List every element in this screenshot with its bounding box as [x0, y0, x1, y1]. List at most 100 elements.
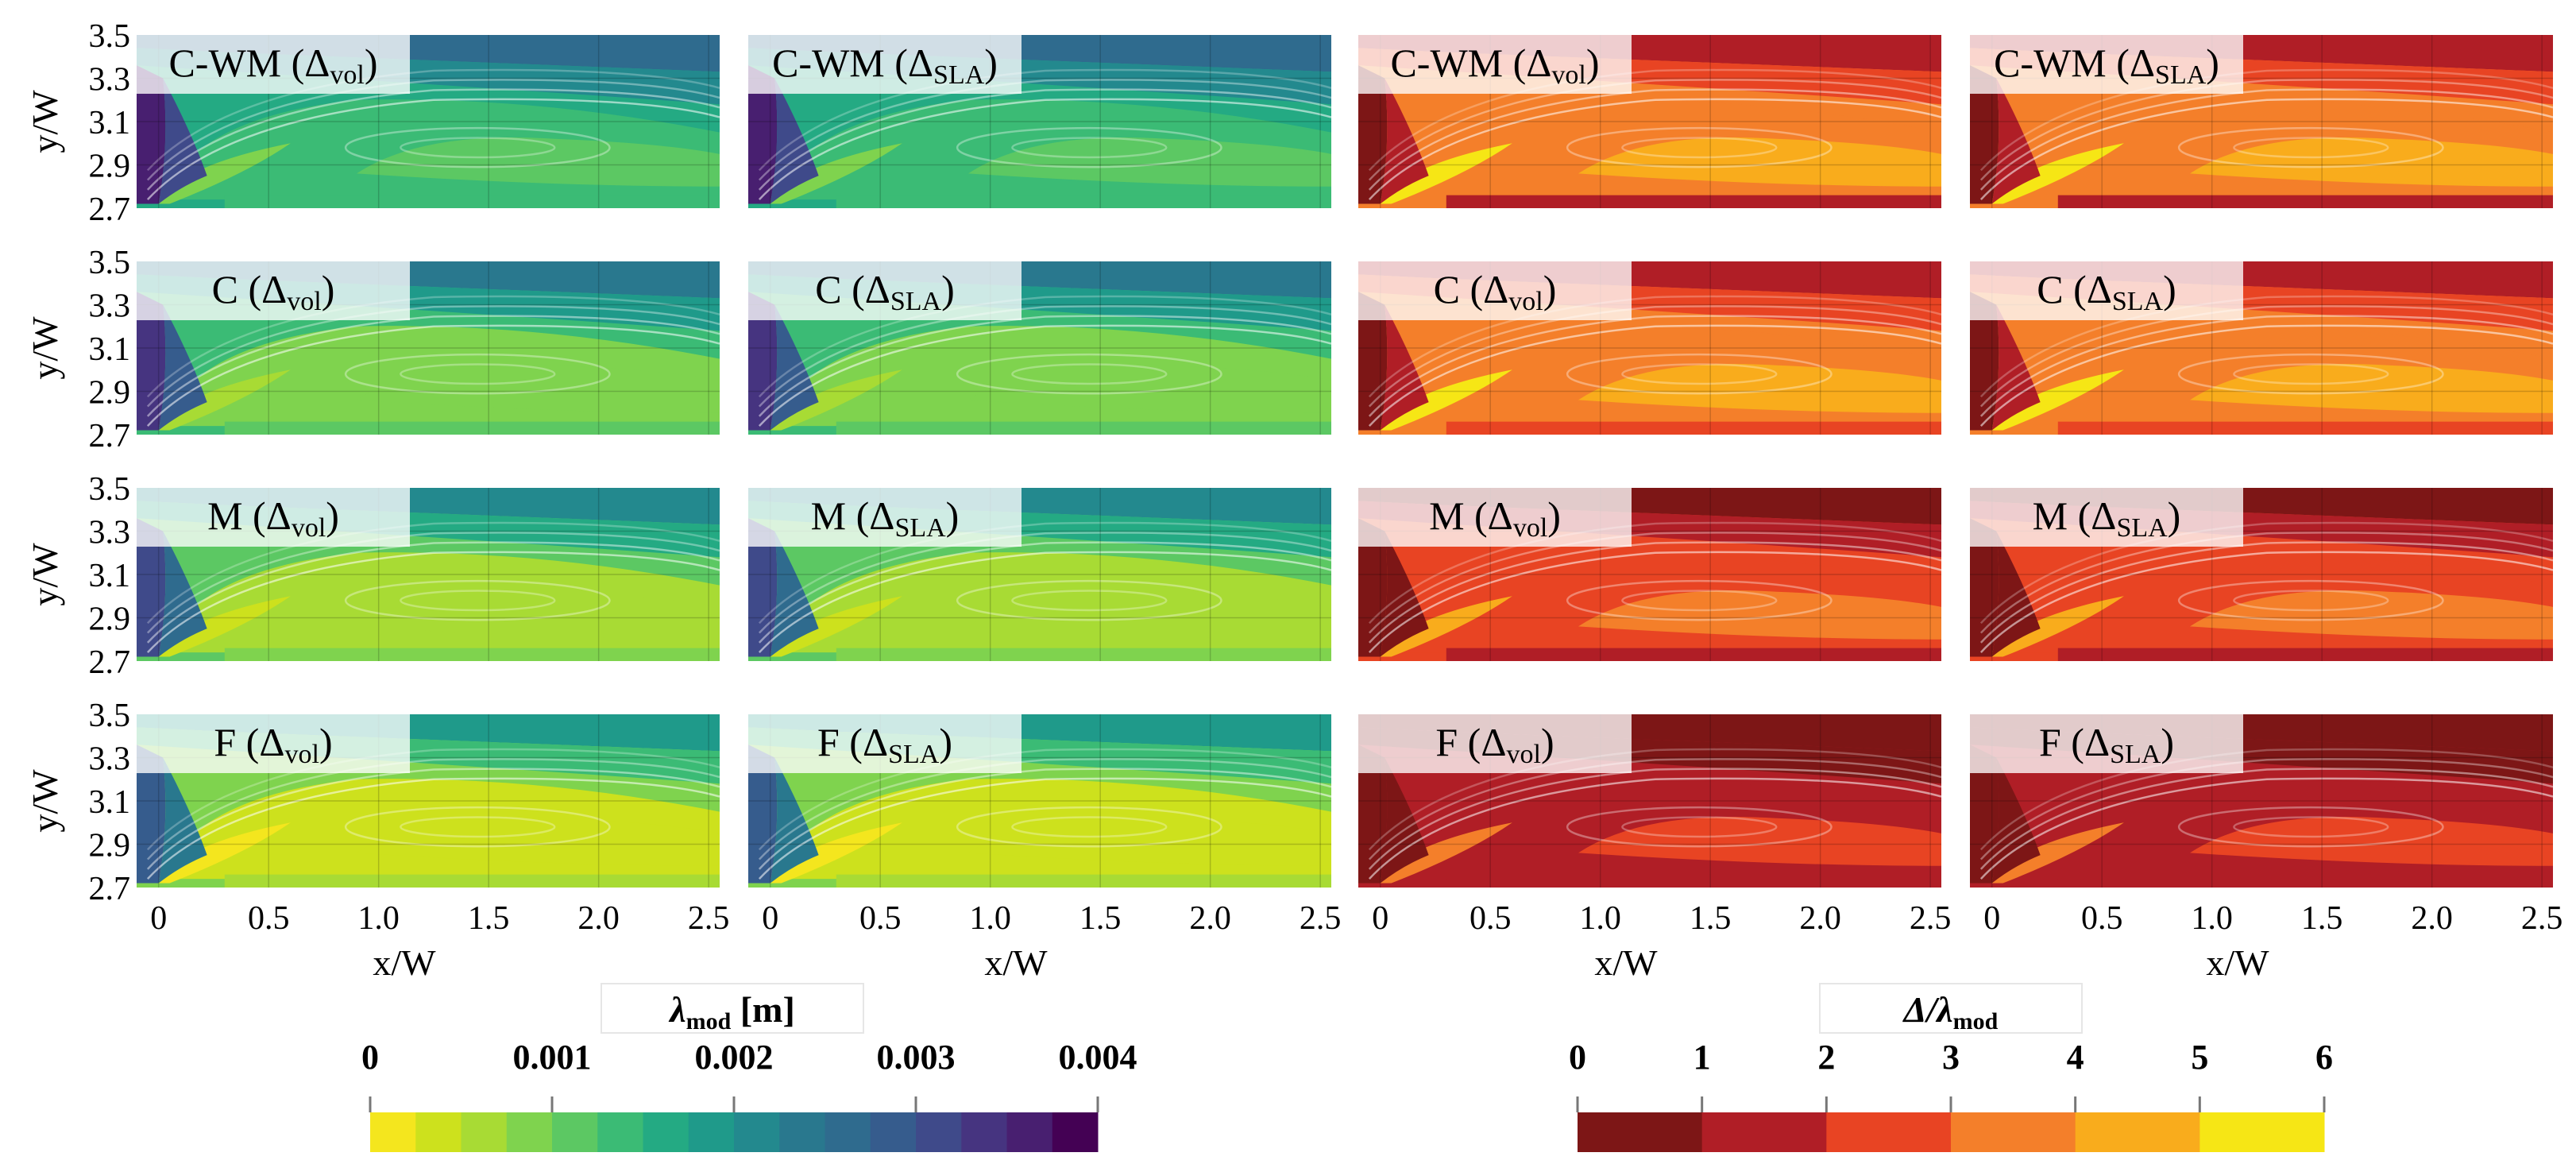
streamline	[1979, 98, 2553, 200]
inlet-region	[1358, 518, 1388, 657]
streamline	[1368, 315, 1941, 417]
streamlines	[758, 521, 1331, 653]
panel-label-box	[1970, 261, 2243, 320]
recirculation-core	[2189, 816, 2553, 866]
streamline	[1368, 79, 1941, 181]
inlet-transition	[1991, 757, 2041, 884]
contour-field	[137, 261, 720, 435]
streamline	[1368, 305, 1941, 408]
colorbar-tick-label: 4	[2067, 1038, 2084, 1077]
x-tick-label: 0.5	[2081, 900, 2123, 937]
streamlines	[1368, 748, 1941, 880]
inlet-region	[137, 292, 166, 431]
panel-label-box	[1358, 261, 1632, 320]
x-tick-label: 2.0	[577, 900, 620, 937]
colorbar-segment	[2075, 1112, 2200, 1152]
shear-layer	[766, 143, 902, 204]
heatmap-panel: M (ΔSLA)	[1970, 488, 2553, 661]
y-tick-label: 3.1	[89, 331, 131, 368]
inlet-transition	[770, 78, 819, 204]
y-tick-label: 3.5	[89, 698, 131, 734]
grid	[137, 35, 720, 208]
streamline	[1368, 68, 1941, 172]
heatmap-panel: M (Δvol)	[137, 488, 720, 661]
panel-label: M (ΔSLA)	[2033, 493, 2181, 543]
wall-band	[224, 648, 720, 661]
inlet-region	[1358, 292, 1388, 431]
inlet-transition	[1380, 78, 1429, 204]
streamlines	[758, 295, 1331, 427]
vortex-streamline	[2177, 126, 2444, 168]
streamline	[1368, 324, 1941, 427]
heatmap-panel: C (ΔSLA)	[748, 261, 1331, 435]
y-tick-label: 3.1	[89, 558, 131, 594]
y-axis-label: y/W	[25, 769, 65, 833]
panel-label: C-WM (ΔSLA)	[772, 41, 998, 90]
panel-label-box	[137, 261, 410, 320]
recirculation-core	[967, 816, 1331, 866]
inlet-region	[137, 65, 166, 204]
x-tick-label: 1.0	[1579, 900, 1621, 937]
inlet-transition	[1991, 78, 2041, 204]
streamlines	[1368, 68, 1941, 200]
panel-label: C-WM (ΔSLA)	[1994, 41, 2219, 90]
streamline	[1368, 768, 1941, 870]
streamlines	[1979, 748, 2553, 880]
streamline	[146, 768, 720, 870]
colorbar-segment	[370, 1112, 416, 1152]
streamline	[146, 88, 720, 191]
colorbar-segment	[1006, 1112, 1053, 1152]
recirculation-core	[356, 137, 720, 187]
wall-band	[224, 195, 720, 208]
wall-band	[2057, 874, 2553, 888]
colorbar-tick-label: 0	[1569, 1038, 1586, 1077]
streamline	[758, 315, 1331, 417]
recirculation-core	[356, 816, 720, 866]
streamline	[146, 521, 720, 625]
colorbar-title-box	[1819, 983, 2083, 1034]
shear-layer	[766, 369, 902, 431]
streamline	[758, 324, 1331, 427]
colorbar-title: λmod [m]	[668, 989, 795, 1035]
heatmap-panel: C-WM (ΔSLA)	[748, 35, 1331, 208]
x-tick-label: 2.0	[1189, 900, 1231, 937]
heatmap-panel: C-WM (ΔSLA)	[1970, 35, 2553, 208]
colorbar-segment	[461, 1112, 508, 1152]
shear-layer	[154, 596, 291, 657]
heatmap-panel: F (ΔSLA)	[1970, 714, 2553, 888]
streamlines	[146, 521, 720, 653]
wall-band	[2057, 195, 2553, 208]
vortex-streamline	[2233, 363, 2389, 385]
y-tick-label: 2.9	[89, 601, 131, 638]
recirculation-core	[356, 363, 720, 413]
streamline	[146, 532, 720, 634]
heatmap-panel: M (Δvol)	[1358, 488, 1941, 661]
inlet-region	[1970, 518, 1999, 657]
heatmap-panel: F (Δvol)	[137, 714, 720, 888]
colorbar-tick-label: 0.002	[695, 1038, 774, 1077]
colorbar-segment	[552, 1112, 598, 1152]
vortex-streamline	[1011, 816, 1168, 838]
panel-label-box	[1358, 488, 1632, 547]
vortex-streamline	[1011, 363, 1168, 385]
y-tick-label: 2.9	[89, 149, 131, 185]
streamline	[758, 305, 1331, 408]
panel-label-box	[1358, 714, 1632, 773]
streamlines	[1979, 68, 2553, 200]
recirculation-core	[1578, 590, 1941, 640]
streamline	[1368, 295, 1941, 398]
shear-layer	[154, 143, 291, 204]
y-tick-label: 2.9	[89, 375, 131, 412]
inlet-transition	[158, 531, 207, 657]
vortex-streamline	[956, 126, 1222, 168]
x-tick-label: 1.0	[969, 900, 1011, 937]
vortex-streamline	[2177, 579, 2444, 621]
streamlines	[146, 295, 720, 427]
inlet-transition	[1991, 531, 2041, 657]
inlet-region	[1970, 292, 1999, 431]
streamline	[146, 541, 720, 644]
y-tick-label: 3.3	[89, 741, 131, 778]
x-tick-label: 0	[150, 900, 167, 937]
streamlines	[1368, 521, 1941, 653]
